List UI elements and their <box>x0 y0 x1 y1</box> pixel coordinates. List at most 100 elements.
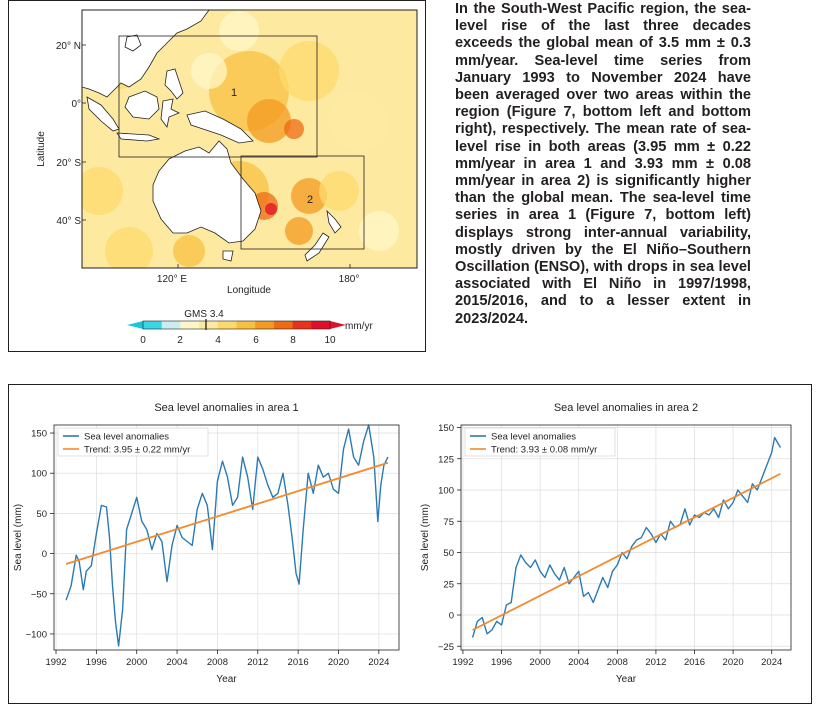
anomaly-series-line <box>65 424 389 647</box>
trend-blob <box>219 11 259 51</box>
x-axis-label: Year <box>616 674 637 685</box>
lat-tick-label: 20° S <box>56 158 81 169</box>
map-y-axis-label: Latitude <box>36 131 47 167</box>
legend-entry: Trend: 3.95 ± 0.22 mm/yr <box>84 445 190 456</box>
landmass-sumatra <box>86 96 120 132</box>
trend-line <box>472 472 781 631</box>
legend-entry: Sea level anomalies <box>84 432 169 443</box>
x-tick-label: 1992 <box>452 657 473 668</box>
y-tick-label: 25 <box>443 579 454 590</box>
chart-title: Sea level anomalies in area 2 <box>554 402 698 414</box>
colorbar-segment <box>236 321 256 329</box>
x-tick-label: 2020 <box>723 657 744 668</box>
charts-panel: 1992 1996 2000 2004 2008 2012 2016 2020 2024 −100… <box>8 384 812 704</box>
x-tick-label: 1996 <box>86 657 107 668</box>
trend-blob <box>105 227 153 268</box>
trend-blob <box>247 99 291 143</box>
landmass-sulawesi <box>160 98 180 128</box>
colorbar-outline <box>142 320 331 330</box>
plot-frame <box>460 424 792 651</box>
x-tick-label: 1996 <box>491 657 512 668</box>
colorbar-tick: 10 <box>324 335 336 346</box>
map-panel: 1 2 20° N 0° 20° S 40° S Latitude 120° E… <box>8 0 426 352</box>
y-tick-label: 75 <box>443 517 454 528</box>
colorbar-segment <box>161 321 181 329</box>
landmass-tasmania <box>222 250 234 262</box>
plot-frame <box>53 424 400 651</box>
x-tick-label: 2012 <box>645 657 666 668</box>
colorbar-segment <box>217 321 237 329</box>
x-tick-label: 2008 <box>607 657 628 668</box>
chart-area-1: 1992 1996 2000 2004 2008 2012 2016 2020 2024 −100… <box>13 402 400 685</box>
x-tick-label: 2000 <box>126 657 147 668</box>
colorbar-unit: mm/yr <box>345 321 373 332</box>
landmass-new-guinea <box>186 110 254 144</box>
x-tick-label: 2000 <box>530 657 551 668</box>
map-field <box>82 10 417 268</box>
area-2-box <box>240 155 365 250</box>
y-tick-label: 0 <box>42 549 47 560</box>
landmass-new-zealand-north <box>326 209 342 234</box>
trend-blob <box>319 171 359 211</box>
trend-blob <box>191 53 227 89</box>
landmass-philippines <box>164 68 184 100</box>
area-1-box <box>118 35 318 158</box>
y-tick-label: −25 <box>438 642 454 653</box>
landmass-taiwan-region <box>124 34 142 52</box>
colorbar-max-arrow <box>330 321 346 329</box>
anomaly-series-line <box>471 436 782 638</box>
colorbar-min-arrow <box>127 321 143 329</box>
lat-tick-label: 0° <box>71 99 81 110</box>
colorbar-segment <box>311 321 331 329</box>
y-tick-label: 150 <box>438 423 454 434</box>
colorbar-tick: 4 <box>215 335 221 346</box>
landmass-java <box>116 132 161 142</box>
trend-blob <box>329 91 389 151</box>
legend: Sea level anomalies Trend: 3.93 ± 0.08 m… <box>464 427 616 457</box>
trend-blob <box>279 41 339 101</box>
legend-entry: Sea level anomalies <box>491 432 576 443</box>
description-paragraph: In the South-West Pacific region, the se… <box>455 1 751 327</box>
x-tick-label: 1992 <box>45 657 66 668</box>
x-tick-label: 2016 <box>684 657 705 668</box>
colorbar-segment <box>199 321 219 329</box>
x-tick-label: 2024 <box>761 657 782 668</box>
sea-level-charts: 1992 1996 2000 2004 2008 2012 2016 2020 2024 −100… <box>13 402 792 685</box>
landmass-borneo <box>124 90 160 120</box>
trend-blob <box>265 203 277 215</box>
y-tick-label: −100 <box>26 629 47 640</box>
trend-blob <box>291 178 327 214</box>
trend-blob <box>284 119 304 139</box>
plot-area: 1992 1996 2000 2004 2008 2012 2016 2020 2024 −100… <box>26 424 400 668</box>
lon-tick-label: 180° <box>339 274 360 285</box>
y-tick-label: 100 <box>438 486 454 497</box>
colorbar-ticks: 0 2 4 6 8 10 <box>140 335 336 346</box>
plot-background <box>461 425 791 650</box>
lat-tick-label: 20° N <box>56 41 81 52</box>
trend-blob <box>173 235 205 267</box>
gms-label: GMS 3.4 <box>184 309 224 320</box>
lat-tick-marks <box>82 44 351 268</box>
landmass-australia <box>152 140 262 244</box>
colorbar-tick: 0 <box>140 335 146 346</box>
x-tick-label: 2016 <box>288 657 309 668</box>
trend-line <box>65 461 389 565</box>
y-tick-label: 0 <box>449 611 454 622</box>
y-axis-label: Sea level (mm) <box>420 504 431 571</box>
colorbar-segment <box>292 321 312 329</box>
x-tick-label: 2008 <box>207 657 228 668</box>
y-tick-label: 125 <box>438 454 454 465</box>
plot-background <box>54 425 399 650</box>
x-tick-label: 2004 <box>166 657 187 668</box>
y-tick-label: −50 <box>31 589 47 600</box>
colorbar-tick: 6 <box>253 335 259 346</box>
x-tick-label: 2004 <box>568 657 589 668</box>
map-frame <box>81 9 418 269</box>
colorbar-tick: 2 <box>177 335 183 346</box>
area-2-label: 2 <box>307 194 313 206</box>
trend-blob <box>285 217 313 245</box>
sea-level-trend-map: 1 2 20° N 0° 20° S 40° S Latitude 120° E… <box>36 9 418 346</box>
latitude-ticks: 20° N 0° 20° S 40° S <box>56 41 81 227</box>
y-tick-label: 50 <box>443 548 454 559</box>
lat-tick-label: 40° S <box>56 216 81 227</box>
